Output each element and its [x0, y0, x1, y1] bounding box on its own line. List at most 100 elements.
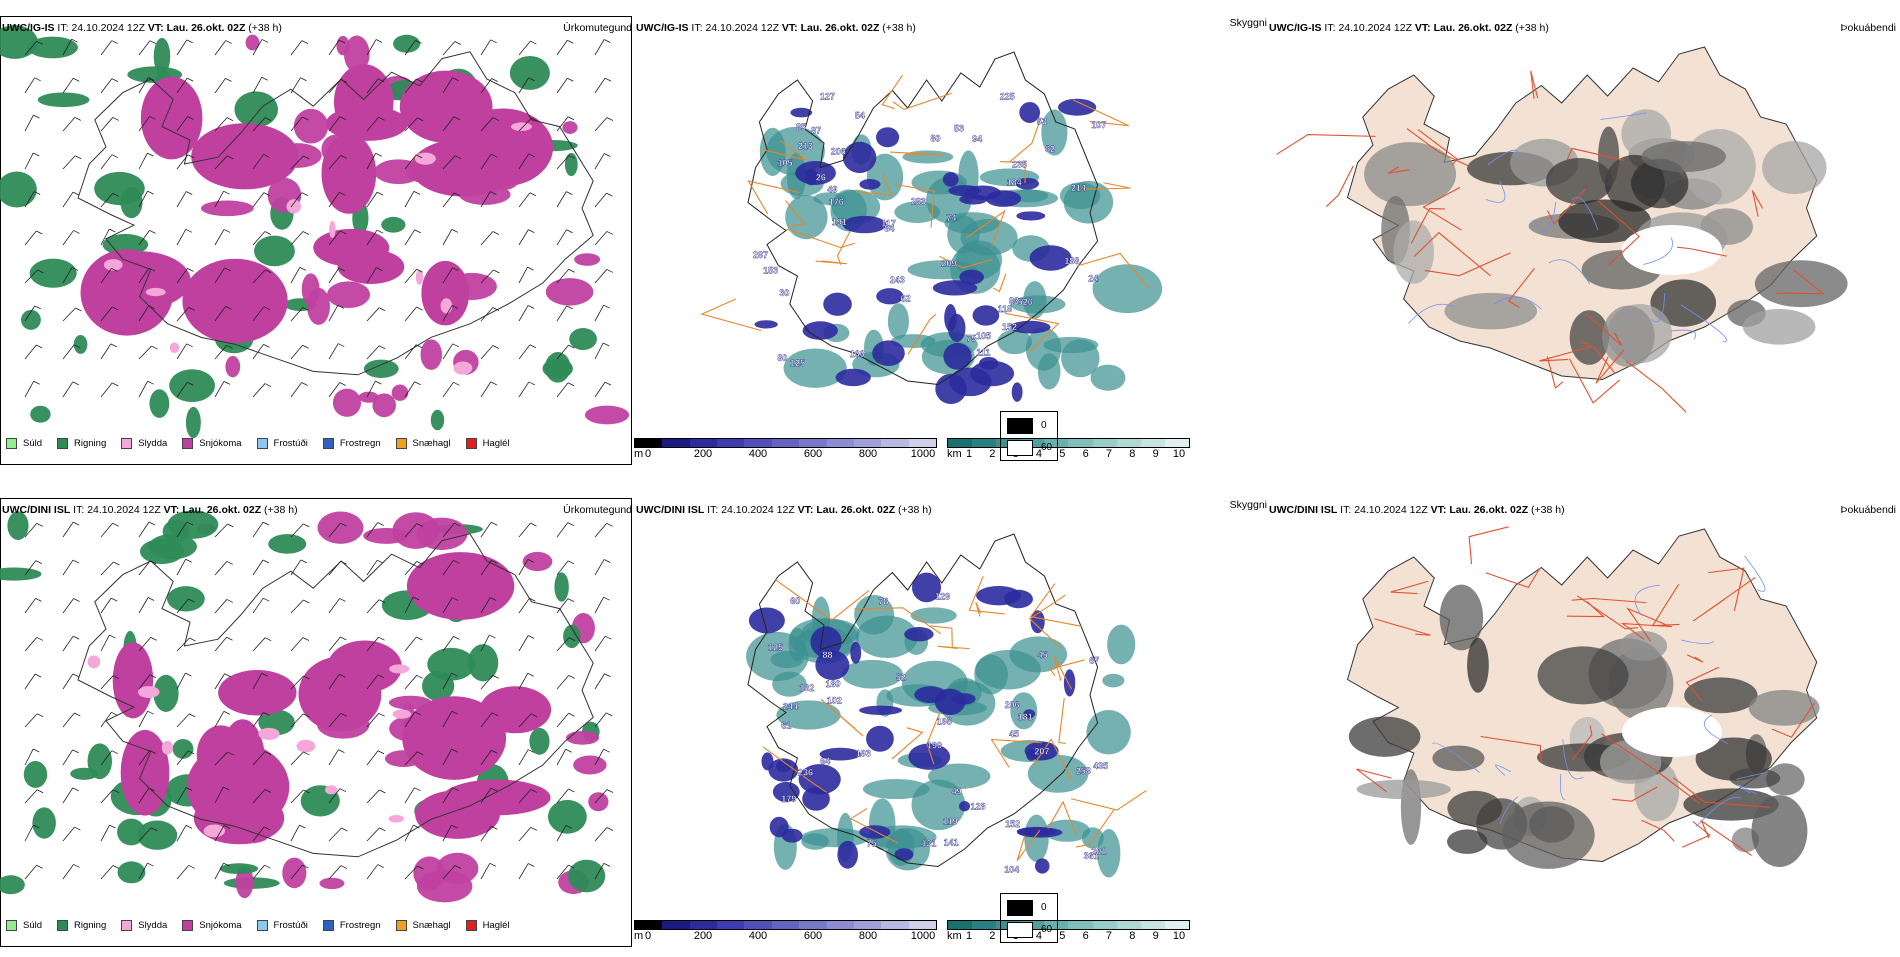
- legend-item: Súld: [6, 920, 42, 931]
- cloud-base-value: 191: [832, 217, 847, 227]
- cloud-base-value: 104: [1004, 864, 1019, 874]
- colorbar-step: [1116, 921, 1141, 929]
- sleet-cell: [388, 814, 404, 823]
- cloud-base-value: 74: [946, 213, 956, 223]
- visibility-cell: [1097, 828, 1121, 878]
- fog-cell: [1545, 158, 1613, 205]
- precip-cell: [319, 877, 345, 890]
- panel-header: UWC/IG-IS IT: 24.10.2024 12Z VT: Lau. 26…: [636, 22, 916, 34]
- visibility-cell: [1010, 295, 1066, 314]
- cloud-base-value: 80: [930, 133, 940, 143]
- colorbar-tick: 5: [1059, 448, 1066, 460]
- snow-cell: [191, 123, 299, 190]
- colorbar-step: [972, 921, 997, 929]
- cloud-base-value: 105: [976, 331, 991, 341]
- precip-cell: [336, 35, 350, 56]
- cloud-base-value: 526: [1018, 297, 1033, 307]
- glacier: [1622, 225, 1722, 275]
- fog-cell: [1364, 142, 1457, 207]
- precip-cell: [32, 807, 56, 839]
- legend-swatch: [121, 438, 133, 449]
- legend-label: Slydda: [138, 920, 168, 931]
- precip-cell: [573, 755, 607, 775]
- fog-cell: [1537, 646, 1629, 705]
- fog-cell: [1748, 689, 1820, 726]
- precip-cell: [29, 258, 77, 288]
- colorbar-step: [771, 921, 800, 929]
- cloud-base-value: 128: [971, 801, 986, 811]
- sleet-cell: [392, 709, 412, 719]
- legend-label: Snjókoma: [199, 438, 242, 449]
- cloud-base-cell: [876, 288, 904, 305]
- precip-panel-title: Úrkomutegund: [563, 22, 632, 34]
- legend-label: Snæhagl: [412, 920, 451, 931]
- colorbar-step: [1164, 439, 1189, 447]
- legend-label: Súld: [23, 438, 43, 449]
- sleet-cell: [137, 686, 160, 698]
- visibility-colorbar: [947, 920, 1190, 930]
- visibility-cell: [947, 215, 980, 254]
- fog-index-map: [1276, 46, 1848, 413]
- cloud-base-value: 190: [927, 741, 942, 751]
- cloud-base-value: 166: [850, 349, 865, 359]
- legend-item: Frostregn: [322, 920, 381, 931]
- visibility-cell: [1024, 814, 1049, 862]
- precip-cell: [30, 405, 51, 423]
- visibility-cell: [841, 659, 903, 689]
- cloud-base-cell: [959, 194, 988, 205]
- visibility-cell: [813, 192, 847, 205]
- cloud-base-value: 214: [1071, 183, 1086, 193]
- road-network: [1276, 70, 1825, 413]
- precip-panel-title: Úrkomutegund: [563, 504, 632, 516]
- colorbar-step: [744, 439, 772, 447]
- legend-item: Snjókoma: [182, 438, 242, 449]
- precip-cell: [137, 820, 178, 850]
- cloud-base-value: 107: [1091, 120, 1106, 130]
- fog-label-low: 0: [1041, 420, 1047, 431]
- cloud-base-value: 153: [763, 266, 778, 276]
- colorbar-step: [826, 921, 854, 929]
- precip-type-panel: UWC/IG-IS IT: 24.10.2024 12Z VT: Lau. 26…: [0, 0, 634, 475]
- sleet-cell: [329, 220, 336, 238]
- cloud-base-cell: [842, 215, 887, 234]
- cloud-base-value: 243: [890, 275, 905, 285]
- precip-cell: [430, 409, 445, 431]
- sleet-cell: [389, 664, 410, 674]
- snow-cell: [321, 133, 377, 214]
- cloud-base-cell: [914, 686, 947, 703]
- legend-label: Frostúði: [273, 920, 308, 931]
- cloud-base-cell: [979, 356, 999, 370]
- precip-cell: [372, 393, 396, 418]
- cloud-base-cell: [859, 705, 903, 715]
- sleet-cell: [203, 824, 226, 838]
- colorbar-tick: 800: [858, 930, 878, 942]
- cloud-base-value: 225: [1000, 91, 1015, 101]
- cloud-base-value: 181: [1018, 712, 1033, 722]
- cloud-base-value: 127: [820, 91, 835, 101]
- legend-swatch: [182, 438, 194, 449]
- cloud-base-value: 129: [935, 592, 950, 602]
- panel-header: UWC/DINI ISL IT: 24.10.2024 12Z VT: Lau.…: [636, 504, 932, 516]
- precip-cell: [172, 738, 194, 759]
- sleet-cell: [258, 727, 280, 740]
- colorbar-tick: 1000: [910, 448, 936, 460]
- fog-swatch-high: [1007, 440, 1033, 456]
- cloud-base-value: 132: [799, 683, 814, 693]
- visibility-cell: [1061, 339, 1100, 378]
- cloud-base-cell: [781, 828, 803, 843]
- precip-cell: [332, 388, 362, 417]
- coastline: [747, 51, 1099, 386]
- cloud-base-value: 206: [831, 147, 846, 157]
- visibility-cell: [1090, 364, 1126, 391]
- colorbar-tick: 9: [1152, 448, 1159, 460]
- cloud-base-cell: [948, 313, 966, 343]
- cloud-base-value: 195: [937, 716, 952, 726]
- colorbar-tick: 2: [989, 448, 996, 460]
- rivers: [1432, 555, 1766, 828]
- cloud-base-cell: [908, 743, 951, 770]
- sleet-cell: [145, 287, 166, 297]
- fog-label-low: 0: [1041, 902, 1047, 913]
- cloud-base-value: 435: [1093, 761, 1108, 771]
- fog-index-legend: 0 60: [1000, 893, 1058, 943]
- cloud-base-value: 244: [783, 702, 798, 712]
